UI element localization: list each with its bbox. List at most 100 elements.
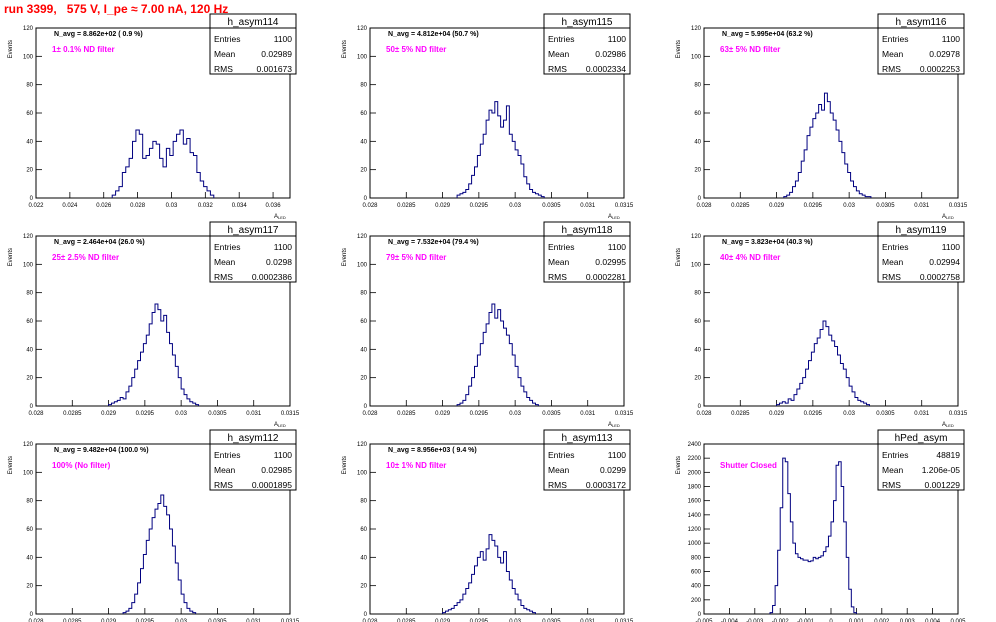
histogram-panel-h_asym114: 0 20 40 60 80 100 120 0.022 0.024 0.026 0.028 0.03 0… [8,13,297,220]
navg-header: N_avg = 5.995e+04 (63.2 %) [722,31,813,38]
x-tick-label: 0.03 [843,411,855,417]
stat-value-mean: 1.206e-05 [922,465,961,475]
x-tick-label: 0.0285 [731,203,750,209]
x-tick-label: 0.003 [900,619,916,622]
navg-header: N_avg = 3.823e+04 (40.3 %) [722,239,813,246]
x-tick-label: -0.005 [695,619,713,622]
y-axis-title: Events [342,456,348,474]
filter-annotation: 40± 4% ND filter [720,253,780,262]
x-tick-label: 0.028 [28,619,44,622]
y-tick-label: 100 [691,262,702,268]
y-tick-label: 100 [23,262,34,268]
stat-label-rms: RMS [548,272,567,282]
x-tick-label: 0.031 [914,411,930,417]
x-tick-label: 0.024 [62,203,78,209]
x-tick-label: 0.03 [509,619,521,622]
stat-value-entries: 1100 [942,242,961,252]
y-tick-label: 20 [360,376,367,382]
y-tick-label: 1600 [688,499,702,505]
histogram-name: h_asym116 [896,17,947,28]
y-tick-label: 20 [26,168,33,174]
stat-value-rms: 0.0002281 [586,272,626,282]
x-tick-label: 0.031 [580,203,596,209]
y-tick-label: 1200 [688,527,702,533]
histogram-name: h_asym119 [896,225,947,236]
y-tick-label: 2200 [688,456,702,462]
y-tick-label: 0 [698,196,702,202]
y-tick-label: 800 [691,555,702,561]
y-tick-label: 100 [357,54,368,60]
y-tick-label: 20 [26,376,33,382]
x-axis-title: ALED [274,214,286,220]
y-tick-label: 60 [26,527,33,533]
y-tick-label: 100 [691,54,702,60]
x-tick-label: 0.028 [362,411,378,417]
stats-box [543,13,631,75]
x-tick-label: 0.0285 [397,203,416,209]
stat-value-rms: 0.0002758 [920,272,960,282]
histogram-panel-h_asym116: 0 20 40 60 80 100 120 0.028 0.0285 0.029 0.0295 0.0… [676,13,968,220]
stat-value-rms: 0.0003172 [586,480,626,490]
y-axis-title: Events [342,40,348,58]
stat-value-rms: 0.0002253 [920,64,960,74]
y-tick-label: 20 [360,584,367,590]
histogram-name: h_asym118 [562,225,613,236]
stat-value-entries: 1100 [608,242,627,252]
stat-value-mean: 0.02995 [595,257,626,267]
x-axis-title: ALED [942,214,954,220]
histogram-panel-hPed_asym: 0 200 400 600 800 1000 1200 1400 1600 1800 2000 220… [676,429,966,622]
stats-box [209,429,297,491]
x-tick-label: 0.0315 [281,411,300,417]
stats-box [543,221,631,283]
x-tick-label: 0.0295 [470,619,489,622]
x-tick-label: 0.03 [509,411,521,417]
filter-annotation: 50± 5% ND filter [386,45,446,54]
x-tick-label: 0.03 [166,203,178,209]
x-tick-label: 0.031 [580,619,596,622]
y-tick-label: 120 [357,26,368,32]
histogram-name: hPed_asym [895,433,948,444]
stat-label-rms: RMS [882,64,901,74]
y-tick-label: 100 [357,262,368,268]
stat-label-mean: Mean [214,257,236,267]
stat-label-mean: Mean [882,257,904,267]
y-tick-label: 0 [364,404,368,410]
x-tick-label: 0.004 [925,619,941,622]
navg-header: N_avg = 4.812e+04 (50.7 %) [388,31,479,38]
filter-annotation: 25± 2.5% ND filter [52,253,119,262]
histogram-name: h_asym117 [228,225,279,236]
x-tick-label: 0.0285 [397,619,416,622]
stat-label-rms: RMS [214,64,233,74]
y-axis-title: Events [676,40,682,58]
stat-label-rms: RMS [214,272,233,282]
histogram-line [108,303,200,406]
y-tick-label: 40 [360,139,367,145]
x-tick-label: 0.0315 [949,203,968,209]
y-tick-label: 80 [694,291,701,297]
x-tick-label: 0.029 [769,203,785,209]
x-tick-label: -0.002 [772,619,790,622]
x-tick-label: 0.031 [580,411,596,417]
y-tick-label: 80 [694,83,701,89]
stats-box [543,429,631,491]
x-tick-label: 0 [829,619,833,622]
stat-label-mean: Mean [548,465,570,475]
y-tick-label: 120 [691,234,702,240]
stat-label-entries: Entries [548,242,574,252]
stat-value-mean: 0.02978 [929,49,960,59]
stat-value-entries: 48819 [936,450,960,460]
y-tick-label: 40 [26,347,33,353]
stat-label-rms: RMS [882,272,901,282]
stat-label-rms: RMS [214,480,233,490]
x-tick-label: 0.0285 [731,411,750,417]
x-tick-label: 0.0295 [470,203,489,209]
y-tick-label: 0 [30,612,34,618]
y-tick-label: 2400 [688,442,702,448]
navg-header: N_avg = 8.956e+03 ( 9.4 %) [388,447,477,454]
x-tick-label: 0.0305 [876,411,895,417]
y-tick-label: 40 [26,555,33,561]
x-tick-label: 0.0295 [470,411,489,417]
stats-box [877,221,965,283]
y-tick-label: 80 [26,83,33,89]
y-tick-label: 200 [691,598,702,604]
